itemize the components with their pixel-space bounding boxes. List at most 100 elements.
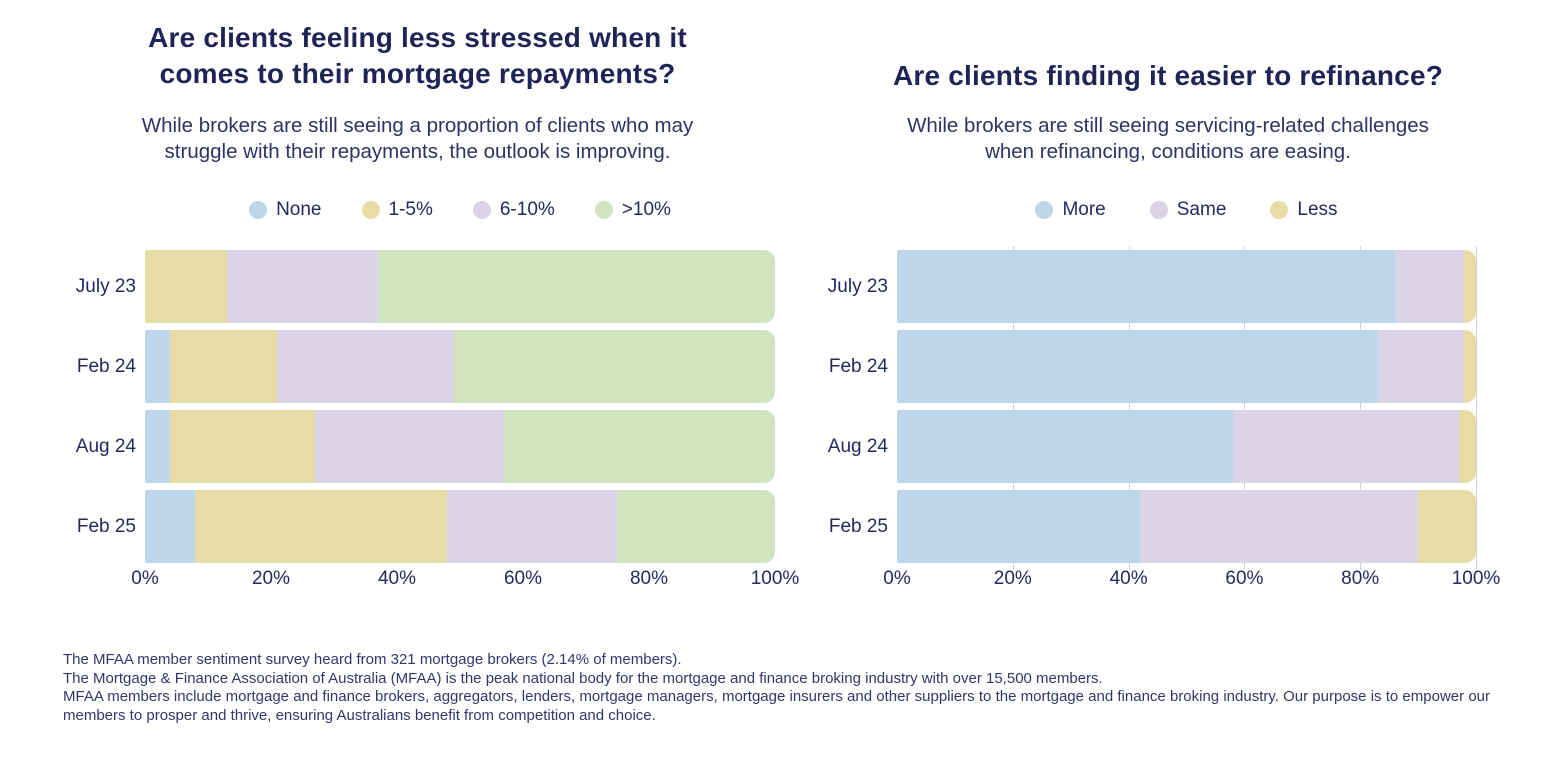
bar-segment-6-10 bbox=[447, 490, 618, 563]
bar-track bbox=[145, 330, 775, 403]
bar-segment-6-10 bbox=[226, 250, 379, 323]
bar-track bbox=[145, 250, 775, 323]
x-axis-tick: 20% bbox=[993, 568, 1032, 589]
legend-label: 1-5% bbox=[388, 199, 433, 220]
bar-segment-10 bbox=[617, 490, 775, 563]
legend-label: More bbox=[1062, 199, 1106, 220]
legend-label: 6-10% bbox=[499, 199, 555, 220]
bar-row: July 23 bbox=[810, 250, 1476, 323]
x-axis-tick: 100% bbox=[750, 568, 800, 589]
bar-row: Feb 25 bbox=[60, 490, 775, 563]
bar-segment-1-5 bbox=[145, 250, 227, 323]
bar-row: Aug 24 bbox=[60, 410, 775, 483]
bar-row: July 23 bbox=[60, 250, 775, 323]
plot: July 23 Feb 24 Aug 24 Feb 25 bbox=[60, 250, 775, 570]
legend-swatch-icon bbox=[1270, 201, 1289, 219]
gridline bbox=[1128, 246, 1130, 570]
legend-swatch-icon bbox=[249, 201, 268, 219]
plot: July 23 Feb 24 Aug 24 Feb 25 bbox=[810, 246, 1477, 570]
gridline bbox=[1244, 246, 1246, 570]
gridlines bbox=[897, 246, 1477, 570]
category-label: Feb 24 bbox=[828, 355, 888, 377]
legend-swatch-icon bbox=[594, 201, 613, 219]
bar-segment-more bbox=[897, 330, 1378, 403]
legend-swatch-icon bbox=[361, 201, 380, 219]
legend: None 1-5% 6-10% >10% bbox=[145, 199, 775, 221]
legend-label: Same bbox=[1176, 199, 1227, 220]
category-label: Aug 24 bbox=[827, 435, 888, 457]
legend: More Same Less bbox=[897, 199, 1476, 221]
legend-label: >10% bbox=[621, 199, 671, 220]
footnote-block: The MFAA member sentiment survey heard f… bbox=[63, 651, 1490, 725]
bar-segment-more bbox=[897, 250, 1395, 323]
bar-segment-same bbox=[1377, 330, 1465, 403]
bar-segment-1-5 bbox=[170, 410, 316, 483]
legend-item: >10% bbox=[594, 199, 671, 221]
legend-item: 6-10% bbox=[472, 199, 555, 221]
footnote-line: The Mortgage & Finance Association of Au… bbox=[63, 669, 1103, 687]
x-axis-tick: 0% bbox=[131, 568, 159, 589]
legend-label: None bbox=[276, 199, 322, 220]
x-axis-tick: 40% bbox=[377, 568, 417, 589]
x-axis-tick: 100% bbox=[1451, 568, 1501, 589]
chart-title: Are clients finding it easier to refinan… bbox=[892, 60, 1444, 91]
x-axis-tick: 60% bbox=[503, 568, 543, 589]
category-label: Feb 24 bbox=[76, 355, 136, 377]
bar-segment-10 bbox=[378, 250, 775, 323]
category-label: July 23 bbox=[827, 275, 888, 297]
bar-track bbox=[145, 410, 775, 483]
bar-row: Aug 24 bbox=[810, 410, 1476, 483]
bar-segment-less bbox=[1418, 490, 1476, 563]
category-label: July 23 bbox=[75, 275, 136, 297]
bar-segment-more bbox=[897, 490, 1141, 563]
legend-item: Same bbox=[1149, 199, 1227, 221]
bar-segment-more bbox=[897, 410, 1233, 483]
legend-item: Less bbox=[1270, 199, 1338, 221]
bar-segment-same bbox=[1140, 490, 1419, 563]
legend-swatch-icon bbox=[472, 201, 491, 219]
bar-segment-none bbox=[145, 490, 196, 563]
bar-track bbox=[897, 330, 1476, 403]
category-label: Aug 24 bbox=[75, 435, 136, 457]
x-axis-tick: 80% bbox=[629, 568, 669, 589]
bar-row: Feb 24 bbox=[810, 330, 1476, 403]
bar-segment-none bbox=[145, 410, 171, 483]
x-axis-tick: 80% bbox=[1341, 568, 1380, 589]
footnote-line: MFAA members include mortgage and financ… bbox=[63, 688, 1490, 724]
bar-segment-6-10 bbox=[277, 330, 454, 403]
bar-segment-1-5 bbox=[195, 490, 448, 563]
gridline bbox=[1476, 246, 1477, 570]
legend-label: Less bbox=[1297, 199, 1338, 220]
x-axis: 0% 20% 40% 60% 80% 100% bbox=[131, 568, 799, 594]
x-axis-tick: 40% bbox=[1109, 568, 1148, 589]
bar-segment-none bbox=[145, 330, 171, 403]
footnote-line: The MFAA member sentiment survey heard f… bbox=[63, 651, 682, 668]
gridline bbox=[1012, 246, 1014, 570]
chart-title: Are clients feeling less stressed when i… bbox=[148, 22, 687, 90]
bar-track bbox=[145, 490, 775, 563]
bar-segment-same bbox=[1232, 410, 1459, 483]
category-label: Feb 25 bbox=[76, 515, 136, 537]
x-axis-tick: 60% bbox=[1225, 568, 1264, 589]
bar-track bbox=[897, 250, 1476, 323]
x-axis-tick: 0% bbox=[883, 568, 911, 589]
bar-row: Feb 25 bbox=[810, 490, 1476, 563]
bar-row: Feb 24 bbox=[60, 330, 775, 403]
bar-segment-same bbox=[1394, 250, 1465, 323]
legend-item: None bbox=[249, 199, 322, 221]
legend-swatch-icon bbox=[1149, 201, 1168, 219]
chart-mortgage-stress: Are clients feeling less stressed when i… bbox=[60, 0, 800, 620]
category-label: Feb 25 bbox=[828, 515, 888, 537]
x-axis-tick: 20% bbox=[251, 568, 291, 589]
bar-segment-10 bbox=[504, 410, 775, 483]
legend-item: More bbox=[1035, 199, 1106, 221]
gridline bbox=[1360, 246, 1362, 570]
legend-item: 1-5% bbox=[361, 199, 433, 221]
chart-refinance-ease: Are clients finding it easier to refinan… bbox=[810, 0, 1526, 620]
x-axis: 0% 20% 40% 60% 80% 100% bbox=[883, 568, 1500, 594]
bar-segment-6-10 bbox=[315, 410, 505, 483]
chart-subtitle: While brokers are still seeing servicing… bbox=[907, 114, 1429, 164]
chart-subtitle: While brokers are still seeing a proport… bbox=[141, 114, 694, 164]
bar-segment-less bbox=[1464, 250, 1476, 323]
